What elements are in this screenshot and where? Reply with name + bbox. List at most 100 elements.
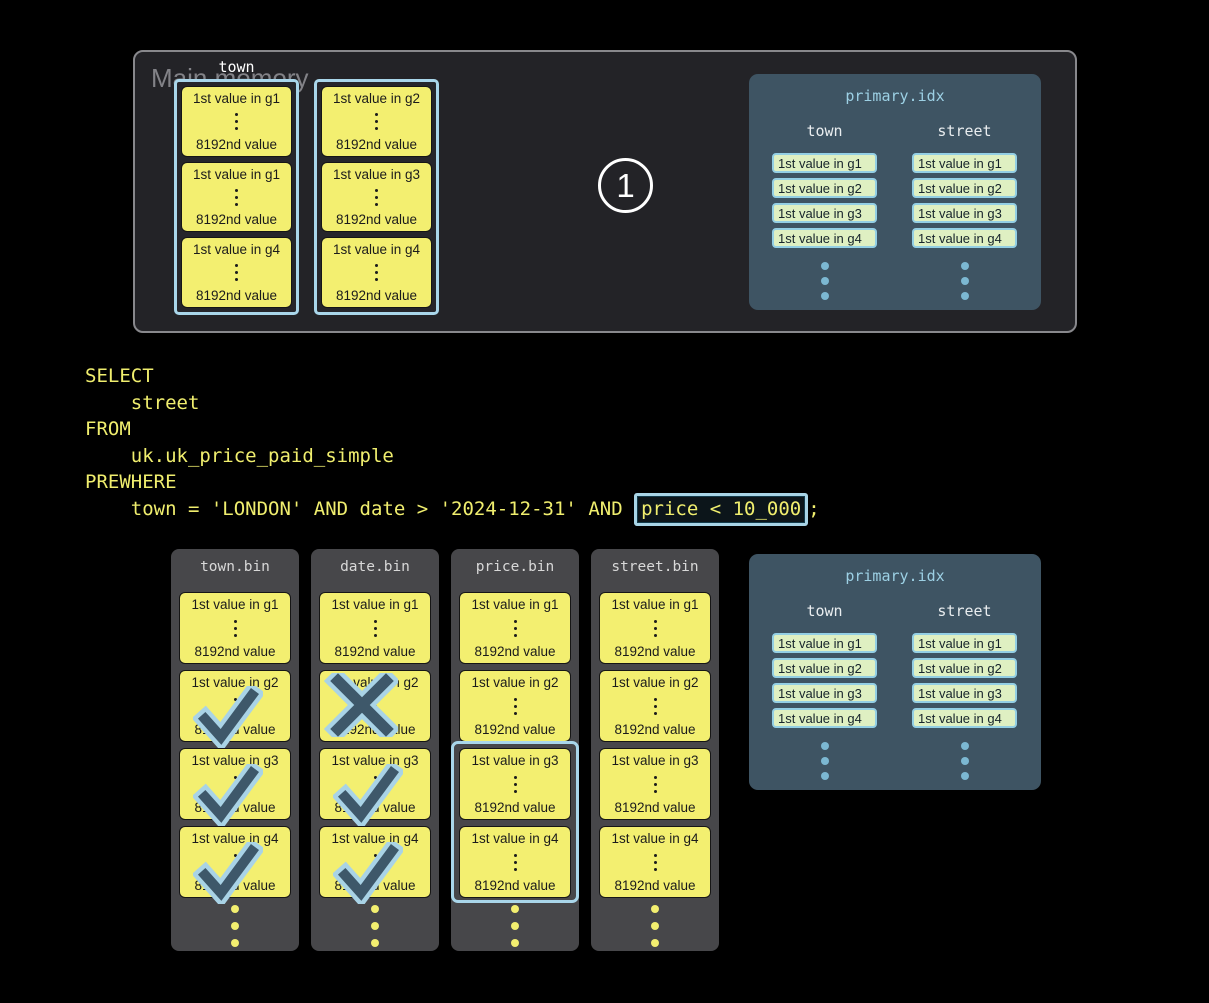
- granule-last-value: 8192nd value: [334, 722, 416, 737]
- granule-last-value: 8192nd value: [335, 212, 418, 228]
- granule-first-value: 1st value in g3: [611, 753, 699, 768]
- ellipsis-dots: [513, 697, 517, 715]
- ellipsis-dots: [653, 853, 657, 871]
- index-entry: 1st value in g4: [912, 708, 1017, 728]
- granule-first-value: 1st value in g2: [191, 675, 279, 690]
- ellipsis-dots: [235, 188, 238, 206]
- primary-index-panel-bottom: primary.idx town 1st value in g1 1st val…: [749, 554, 1041, 790]
- bin-title: town.bin: [200, 559, 270, 575]
- granule-last-value: 8192nd value: [614, 722, 696, 737]
- index-entry: 1st value in g4: [772, 228, 877, 248]
- index-column-town: town 1st value in g1 1st value in g2 1st…: [772, 122, 877, 300]
- index-entry: 1st value in g2: [772, 658, 877, 678]
- granule-first-value: 1st value in g2: [331, 675, 419, 690]
- granule-first-value: 1st value in g2: [471, 675, 559, 690]
- bin-panel-street: street.bin 1st value in g1 8192nd value …: [591, 549, 719, 951]
- granule-first-value: 1st value in g1: [192, 166, 281, 182]
- granule-block: 1st value in g2 8192nd value: [179, 670, 291, 748]
- granule-block: 1st value in g1 8192nd value: [599, 592, 711, 664]
- granule-block: 1st value in g3 8192nd value: [459, 748, 571, 820]
- granule-first-value: 1st value in g1: [331, 597, 419, 612]
- step-1-badge: 1: [598, 158, 653, 213]
- granule-block: 1st value in g4 8192nd value: [321, 237, 432, 309]
- index-column-name: street: [937, 122, 992, 140]
- more-entries-dots: [820, 262, 829, 300]
- granule-block: 1st value in g2 8192nd value: [319, 670, 431, 742]
- check-icon: [333, 764, 403, 826]
- primary-index-panel-top: primary.idx town 1st value in g1 1st val…: [749, 74, 1041, 310]
- granule-first-value: 1st value in g4: [331, 831, 419, 846]
- ellipsis-dots: [513, 775, 517, 793]
- ellipsis-dots: [373, 853, 377, 871]
- more-granules-dots: [311, 905, 439, 947]
- granule-block: 1st value in g3 8192nd value: [179, 748, 291, 826]
- granule-last-value: 8192nd value: [335, 136, 418, 152]
- index-entry: 1st value in g3: [772, 203, 877, 223]
- ellipsis-dots: [233, 697, 237, 715]
- sql-line: FROM: [85, 418, 131, 441]
- granule-last-value: 8192nd value: [334, 878, 416, 893]
- granule-last-value: 8192nd value: [614, 644, 696, 659]
- granule-last-value: 8192nd value: [195, 212, 278, 228]
- granule-block: 1st value in g1 8192nd value: [181, 86, 292, 157]
- ellipsis-dots: [235, 264, 238, 282]
- granule-first-value: 1st value in g4: [471, 831, 559, 846]
- granule-block: 1st value in g4 8192nd value: [181, 237, 292, 309]
- granule-last-value: 8192nd value: [474, 800, 556, 815]
- memory-granule-column-2: 1st value in g2 8192nd value 1st value i…: [314, 79, 439, 315]
- highlighted-predicate: price < 10_000: [634, 492, 809, 526]
- index-entry: 1st value in g3: [912, 683, 1017, 703]
- granule-last-value: 8192nd value: [335, 288, 418, 303]
- granule-first-value: 1st value in g1: [471, 597, 559, 612]
- ellipsis-dots: [375, 188, 378, 206]
- index-column-street: street 1st value in g1 1st value in g2 1…: [912, 602, 1017, 780]
- check-icon: [193, 842, 263, 904]
- ellipsis-dots: [653, 619, 657, 637]
- index-entry: 1st value in g2: [912, 178, 1017, 198]
- primary-index-title: primary.idx: [845, 567, 945, 585]
- granule-last-value: 8192nd value: [194, 722, 276, 737]
- granule-last-value: 8192nd value: [334, 800, 416, 815]
- index-entry: 1st value in g4: [772, 708, 877, 728]
- step-number: 1: [616, 166, 635, 204]
- granule-last-value: 8192nd value: [194, 644, 276, 659]
- granule-last-value: 8192nd value: [194, 878, 276, 893]
- granule-block: 1st value in g3 8192nd value: [319, 748, 431, 826]
- index-column-name: town: [806, 122, 843, 140]
- selected-granules-outline: [451, 741, 579, 903]
- granule-last-value: 8192nd value: [614, 878, 696, 893]
- granule-block: 1st value in g2 8192nd value: [459, 670, 571, 742]
- granule-last-value: 8192nd value: [474, 644, 556, 659]
- index-column-name: town: [806, 602, 843, 620]
- primary-index-title: primary.idx: [845, 87, 945, 105]
- memory-granule-column-1: 1st value in g1 8192nd value 1st value i…: [174, 79, 299, 315]
- index-entry: 1st value in g1: [912, 153, 1017, 173]
- granule-last-value: 8192nd value: [194, 800, 276, 815]
- granule-first-value: 1st value in g3: [332, 166, 421, 182]
- ellipsis-dots: [373, 619, 377, 637]
- index-entry: 1st value in g4: [912, 228, 1017, 248]
- ellipsis-dots: [373, 697, 377, 715]
- bin-title: date.bin: [340, 559, 410, 575]
- ellipsis-dots: [235, 112, 238, 130]
- granule-first-value: 1st value in g1: [191, 597, 279, 612]
- granule-block: 1st value in g1 8192nd value: [459, 592, 571, 664]
- granule-first-value: 1st value in g2: [332, 91, 421, 106]
- granule-block: 1st value in g4 8192nd value: [599, 826, 711, 898]
- granule-first-value: 1st value in g4: [191, 831, 279, 846]
- granule-last-value: 8192nd value: [195, 288, 278, 303]
- granule-block: 1st value in g1 8192nd value: [179, 592, 291, 664]
- granule-block: 1st value in g1 8192nd value: [181, 161, 292, 233]
- granule-first-value: 1st value in g4: [611, 831, 699, 846]
- sql-line: uk.uk_price_paid_simple: [85, 444, 394, 467]
- more-entries-dots: [960, 742, 969, 780]
- granule-block: 1st value in g1 8192nd value: [319, 592, 431, 664]
- index-entry: 1st value in g3: [912, 203, 1017, 223]
- index-entry: 1st value in g2: [912, 658, 1017, 678]
- granule-last-value: 8192nd value: [334, 644, 416, 659]
- index-entry: 1st value in g1: [772, 153, 877, 173]
- ellipsis-dots: [375, 112, 378, 130]
- bin-title: street.bin: [611, 559, 699, 575]
- granule-first-value: 1st value in g1: [192, 91, 281, 106]
- bin-panel-town: town.bin 1st value in g1 8192nd value 1s…: [171, 549, 299, 951]
